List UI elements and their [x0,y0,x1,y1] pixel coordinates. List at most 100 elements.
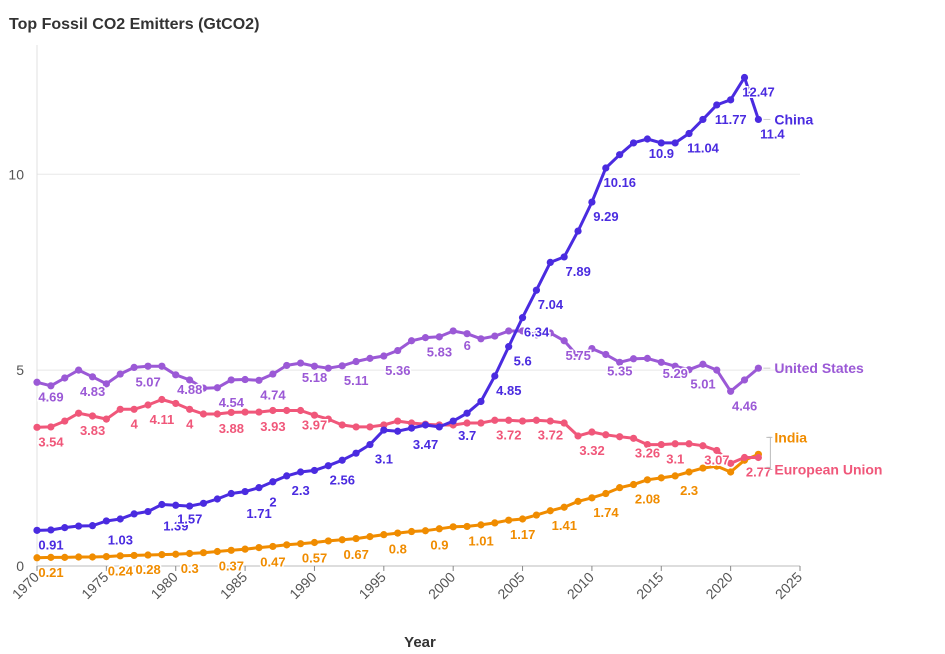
india-data-label: 0.9 [430,538,448,553]
european-union-point [574,432,582,440]
european-union-point [394,417,402,425]
x-tick-label: 1975 [78,569,111,602]
india-point [518,515,527,523]
european-union-point [213,410,221,418]
india-point [213,547,221,556]
united-states-point [366,354,374,362]
china-data-label: 6.34 [524,325,550,340]
china-data-label: 2.3 [292,483,310,498]
european-union-point [491,416,499,424]
european-union-point [352,423,360,431]
united-states-point [130,363,138,371]
united-states-data-label: 5.75 [566,348,591,363]
china-data-label: 5.6 [514,354,532,369]
european-union-point [588,428,596,436]
y-tick-label: 0 [16,558,24,574]
y-tick-label: 10 [8,166,24,182]
united-states-data-label: 5.01 [690,377,715,392]
united-states-data-label: 4.54 [219,395,245,410]
china-point [47,526,55,534]
china-point [310,466,319,475]
china-point [75,522,83,530]
india-data-label: 0.24 [108,564,134,579]
european-union-point [532,416,541,424]
india-point [366,533,374,541]
china-point [380,426,388,434]
india-point [158,551,166,559]
india-point [380,531,388,539]
china-point [296,468,305,476]
european-union-point [560,419,568,427]
united-states-point [407,337,416,345]
european-union-point [657,440,665,449]
china-point [241,487,249,496]
china-point [116,515,124,523]
united-states-point [310,362,319,370]
china-data-label: 2 [269,495,276,510]
united-states-point [269,370,277,378]
label-bracket [766,436,771,468]
european-union-point [199,410,208,418]
united-states-point [449,327,457,335]
india-point [172,550,180,558]
china-data-label: 3.47 [413,437,438,452]
united-states-point [740,376,749,384]
united-states-data-label: 4.69 [38,389,63,404]
european-union-point [616,433,624,441]
united-states-point [227,376,235,384]
china-point [727,96,735,104]
china-point [144,507,152,516]
china-data-label: 0.91 [38,537,63,552]
european-union-point [255,408,263,416]
european-union-data-label: 3.72 [538,427,563,442]
china-point [324,462,332,470]
united-states-point [713,366,721,374]
china-point [657,139,665,147]
european-union-point [61,417,69,425]
european-union-data-label: 4 [186,416,194,431]
united-states-data-label: 5.11 [344,373,369,388]
india-point [657,474,665,482]
india-point [394,529,402,537]
united-states-point [61,374,69,382]
grid-lines [36,45,800,567]
india-data-label: 2.3 [680,483,698,498]
india-data-label: 0.37 [219,559,244,574]
china-series-label: China [774,111,813,127]
united-states-point [380,352,388,360]
india-data-label: 1.74 [593,505,619,520]
china-point [33,526,41,534]
european-union-point [33,423,41,431]
european-union-point [144,401,152,409]
china-point [421,421,430,429]
united-states-point [213,384,221,392]
china-data-label: 11.77 [715,112,747,127]
india-point [407,527,416,536]
china-point [532,286,541,294]
china-data-label: 10.16 [604,175,637,190]
china-point [102,517,110,525]
india-point [713,462,721,470]
china-point [491,372,499,380]
india-point [574,497,582,505]
united-states-point [477,335,485,343]
united-states-point [241,375,249,384]
india-point [116,552,124,560]
united-states-point [518,327,527,335]
india-point [75,553,83,561]
india-point [241,545,249,553]
united-states-point [727,387,735,395]
european-union-point [477,419,485,427]
india-point [283,541,291,549]
united-states-point [172,371,180,379]
china-data-label: 3.7 [458,428,476,443]
china-point [602,164,610,172]
european-union-point [283,406,291,415]
china-point [407,424,416,432]
united-states-data-label: 6 [464,338,471,353]
china-point [186,502,194,510]
united-states-point [283,361,291,370]
china-point [546,258,554,267]
india-point [449,523,457,531]
china-point [699,115,707,124]
